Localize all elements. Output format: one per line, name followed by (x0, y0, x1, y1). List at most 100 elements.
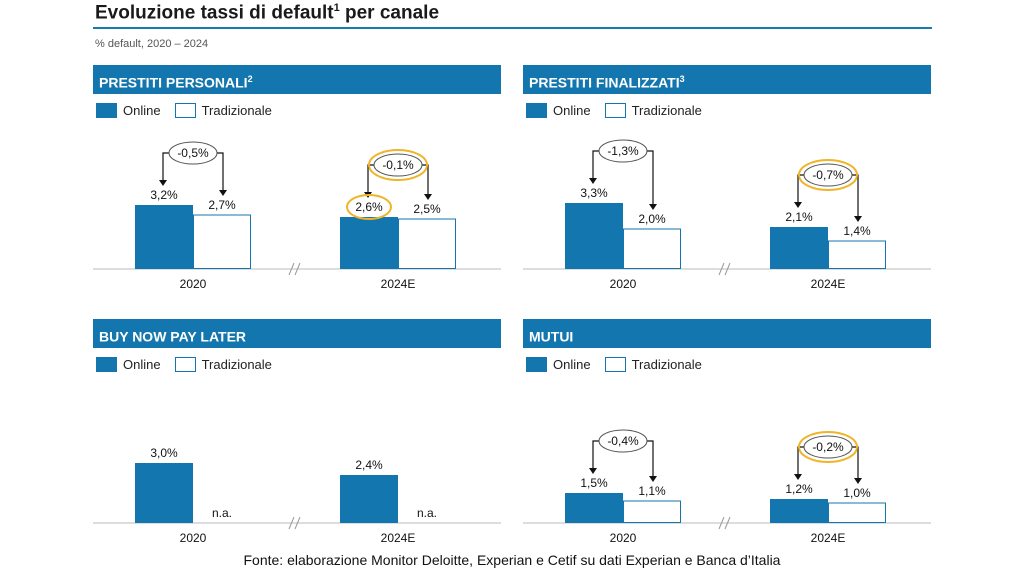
axis-break-mark (288, 516, 295, 530)
page-title: Evoluzione tassi di default1 per canale (95, 2, 439, 24)
data-label-traditional: 1,0% (843, 486, 871, 500)
category-label: 2024E (811, 531, 846, 545)
chart-mutui: 1,5% 1,1% 2020 -0,4% 1,2% 1,0% 2024E -0,2% (523, 429, 931, 545)
difference-label: -0,4% (607, 434, 639, 448)
panel-header: PRESTITI FINALIZZATI3 (523, 65, 931, 94)
difference-ellipse (803, 163, 853, 187)
arrow-line-online (592, 150, 599, 181)
axis-break-mark (724, 262, 731, 276)
bar-traditional (828, 502, 886, 523)
arrowhead (424, 194, 432, 200)
axis-break-mark (294, 262, 301, 276)
panel-prestiti-personali: PRESTITI PERSONALI2 Online Tradizionale 3… (93, 65, 501, 295)
bar-traditional (398, 218, 456, 269)
legend-swatch-online (96, 356, 117, 372)
panel-title: MUTUI (529, 328, 574, 345)
panel-buy-now-pay-later: BUY NOW PAY LATER Online Tradizionale 3,0… (93, 319, 501, 549)
arrowhead (854, 478, 862, 484)
category-label: 2020 (180, 277, 207, 291)
data-label-online: 3,3% (580, 186, 608, 200)
panel-footnote: 3 (679, 74, 685, 84)
axis-break-mark (718, 262, 725, 276)
panel-footnote: 2 (247, 74, 253, 84)
legend: Online Tradizionale (526, 100, 702, 120)
bar-online (770, 499, 828, 523)
axis-break (718, 262, 731, 276)
bar-online (135, 205, 193, 269)
difference-ellipse (598, 429, 648, 453)
category-label: 2024E (381, 277, 416, 291)
arrowhead (159, 180, 167, 186)
axis-break (718, 516, 731, 530)
data-label-traditional: 1,1% (638, 484, 666, 498)
arrow-line-online (592, 440, 599, 471)
data-label-online: 2,6% (355, 200, 383, 214)
title-text: Evoluzione tassi di default (95, 2, 334, 24)
legend-label-online: Online (123, 356, 161, 372)
difference-ellipse (373, 153, 423, 177)
chart-prestiti-finalizzati: 3,3% 2,0% 2020 -1,3% 2,1% 1,4% 2024E -0,7% (523, 139, 931, 291)
data-label-traditional: 2,7% (208, 198, 236, 212)
arrowhead (794, 202, 802, 208)
title-rule (93, 27, 932, 29)
axis-break-mark (724, 516, 731, 530)
bar-online (135, 463, 193, 523)
arrowhead (589, 178, 597, 184)
bar-traditional (623, 228, 681, 269)
difference-arrow (589, 440, 657, 482)
page-subtitle: % default, 2020 – 2024 (95, 38, 209, 50)
difference-label: -1,3% (607, 144, 639, 158)
arrow-line-traditional (647, 440, 654, 479)
bar-online (340, 475, 398, 523)
difference-ellipse (803, 435, 853, 459)
panel-title: PRESTITI PERSONALI (99, 74, 248, 91)
bar-traditional (828, 240, 886, 269)
legend-label-traditional: Tradizionale (631, 102, 702, 118)
legend-swatch-traditional (604, 102, 626, 118)
axis-break-mark (288, 262, 295, 276)
difference-label: -0,1% (382, 158, 414, 172)
title-footnote: 1 (333, 2, 340, 14)
legend: Online Tradizionale (96, 354, 272, 374)
panel-title: BUY NOW PAY LATER (99, 328, 247, 345)
data-label-traditional: n.a. (212, 506, 232, 520)
legend-label-online: Online (553, 356, 591, 372)
difference-label: -0,2% (812, 440, 844, 454)
data-label-online: 3,0% (150, 446, 178, 460)
panel-mutui: MUTUI Online Tradizionale 1,5% 1,1% 2020 -0,… (523, 319, 931, 549)
difference-label: -0,7% (812, 168, 844, 182)
legend-swatch-online (526, 356, 547, 372)
panel-header: PRESTITI PERSONALI2 (93, 65, 501, 94)
arrowhead (649, 204, 657, 210)
panel-header: BUY NOW PAY LATER (93, 319, 501, 348)
legend: Online Tradizionale (526, 354, 702, 374)
category-label: 2020 (610, 277, 637, 291)
arrowhead (649, 476, 657, 482)
category-label: 2024E (811, 277, 846, 291)
chart-prestiti-personali: 3,2% 2,7% 2020 -0,5% 2,6% 2,5% 2024E -0,1% (93, 141, 501, 291)
legend-swatch-online (526, 102, 547, 118)
highlight-circle (346, 194, 392, 220)
bar-online (340, 217, 398, 269)
source-note: Fonte: elaborazione Monitor Deloitte, Ex… (243, 552, 781, 568)
difference-ellipse (598, 139, 648, 163)
data-label-traditional: 1,4% (843, 224, 871, 238)
data-label-online: 1,2% (785, 482, 813, 496)
bar-online (565, 203, 623, 269)
difference-arrow (589, 150, 657, 210)
data-label-traditional: 2,5% (413, 202, 441, 216)
data-label-online: 3,2% (150, 188, 178, 202)
legend-label-traditional: Tradizionale (631, 356, 702, 372)
data-label-traditional: 2,0% (638, 212, 666, 226)
legend-label-traditional: Tradizionale (201, 102, 272, 118)
arrowhead (219, 190, 227, 196)
legend: Online Tradizionale (96, 100, 272, 120)
arrow-line-traditional (647, 150, 654, 207)
bar-traditional (623, 500, 681, 523)
legend-label-traditional: Tradizionale (201, 356, 272, 372)
difference-arrow (159, 152, 227, 196)
arrowhead (854, 216, 862, 222)
bar-traditional (193, 214, 251, 269)
bar-online (770, 227, 828, 269)
